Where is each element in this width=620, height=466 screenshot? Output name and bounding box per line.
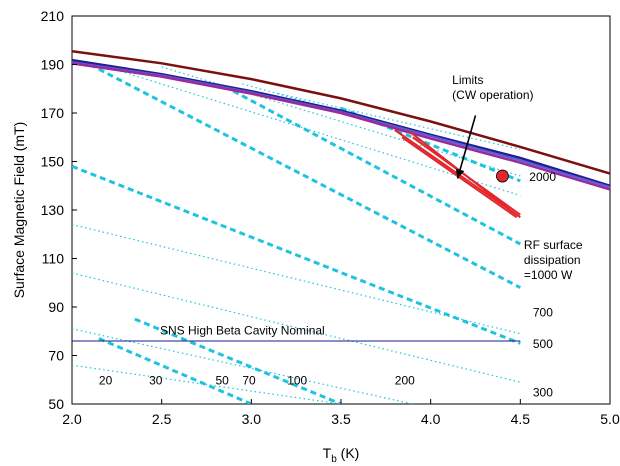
nominal-label: SNS High Beta Cavity Nominal bbox=[160, 324, 325, 338]
power-label-6: 200 bbox=[395, 374, 415, 388]
power-label-8: 500 bbox=[533, 337, 553, 351]
y-tick-label-9: 210 bbox=[41, 8, 65, 24]
power-label-9: 700 bbox=[533, 306, 553, 320]
dissipation-curve-9 bbox=[98, 337, 252, 404]
x-tick-label-7: 5.0 bbox=[600, 411, 620, 427]
nominal-layer: SNS High Beta Cavity Nominal bbox=[72, 324, 521, 342]
y-tick-label-7: 170 bbox=[41, 105, 65, 121]
rf-annotation-line-1: RF surface bbox=[524, 238, 583, 252]
limit-curves bbox=[72, 49, 610, 191]
rf-dissipation-annotation: RF surface dissipation =1000 W bbox=[524, 238, 583, 282]
x-axis-title: Tb (K) bbox=[323, 445, 360, 465]
axes: 2.0 2.5 3.0 3.5 4.0 4.5 5.0 50 70 90 110 130 150 170 1… bbox=[41, 8, 620, 427]
rf-annotation-line-2: dissipation bbox=[524, 253, 581, 267]
y-axis-title: Surface Magnetic Field (mT) bbox=[11, 122, 27, 299]
power-label-3: 50 bbox=[215, 374, 229, 388]
dissipation-curve-10 bbox=[134, 317, 342, 404]
dissipation-curve-8 bbox=[278, 93, 521, 150]
x-tick-label-6: 4.5 bbox=[511, 411, 531, 427]
x-tick-label-3: 3.0 bbox=[242, 411, 262, 427]
limit-curve-4 bbox=[72, 62, 610, 191]
y-tick-label-3: 90 bbox=[48, 299, 64, 315]
dissipation-curve-4 bbox=[72, 223, 521, 335]
x-tick-label-4: 3.5 bbox=[331, 411, 351, 427]
x-tick-label-2: 2.5 bbox=[152, 411, 172, 427]
power-label-2: 30 bbox=[149, 374, 163, 388]
limits-annotation-line-2: (CW operation) bbox=[452, 88, 533, 102]
dissipation-curve-13 bbox=[223, 84, 522, 246]
dissipation-curve-12 bbox=[89, 63, 521, 289]
power-label-5: 100 bbox=[287, 374, 307, 388]
y-tick-label-1: 50 bbox=[48, 396, 64, 412]
limits-arrow-shaft bbox=[456, 115, 477, 179]
limit-curve-1 bbox=[72, 49, 610, 175]
x-axis-title-main: T bbox=[323, 445, 332, 461]
dissipation-curve-5 bbox=[98, 63, 521, 197]
power-label-1: 20 bbox=[99, 374, 113, 388]
y-tick-label-6: 150 bbox=[41, 154, 65, 170]
dissipation-curve-1 bbox=[72, 364, 342, 404]
dissipation-curve-11 bbox=[72, 164, 521, 345]
limits-annotation-line-1: Limits bbox=[452, 73, 483, 87]
red-limit-line-2 bbox=[401, 136, 518, 219]
annotations: 20 30 50 70 100 200 300 500 700 2000 RF surface dis… bbox=[99, 73, 583, 400]
red-limit-lines bbox=[394, 129, 521, 219]
measured-point bbox=[495, 169, 509, 183]
rf-annotation-line-3: =1000 W bbox=[524, 268, 573, 282]
power-label-7: 300 bbox=[533, 386, 553, 400]
dissipation-curve-3 bbox=[72, 272, 521, 383]
x-axis-title-sub: b bbox=[331, 454, 337, 465]
x-tick-label-5: 4.0 bbox=[421, 411, 441, 427]
y-tick-label-4: 110 bbox=[42, 251, 65, 267]
power-label-10: 2000 bbox=[529, 170, 556, 184]
limit-curve-2 bbox=[72, 58, 610, 187]
power-label-4: 70 bbox=[242, 374, 256, 388]
x-axis-title-unit: (K) bbox=[337, 445, 360, 461]
x-tick-label-1: 2.0 bbox=[62, 411, 82, 427]
limits-arrow-head bbox=[455, 168, 465, 179]
dissipation-curves bbox=[72, 63, 522, 404]
y-tick-label-5: 130 bbox=[41, 202, 65, 218]
limits-annotation: Limits (CW operation) bbox=[452, 73, 533, 102]
y-tick-label-2: 70 bbox=[48, 348, 64, 364]
plot-frame bbox=[71, 15, 611, 405]
y-tick-label-8: 190 bbox=[41, 57, 65, 73]
